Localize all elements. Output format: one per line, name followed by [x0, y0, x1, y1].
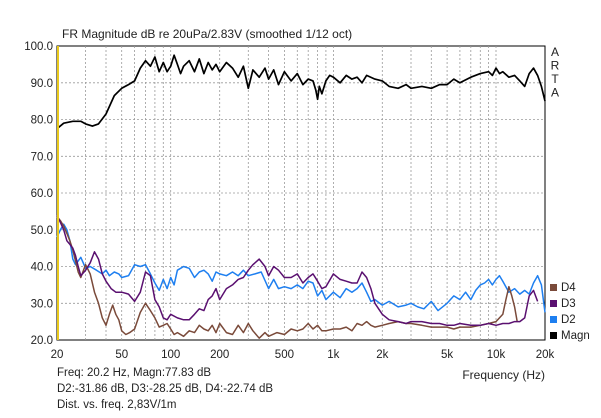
arta-letter: A [551, 86, 559, 100]
series-line-d3 [56, 214, 539, 327]
legend-swatch-d4 [550, 284, 557, 291]
legend-swatch-d2 [550, 316, 557, 323]
series-line-d2 [56, 223, 546, 313]
legend-label-d2: D2 [561, 314, 576, 326]
arta-letter: A [551, 45, 559, 59]
legend: D4 D3 D2 Magn [550, 282, 590, 342]
legend-label-magn: Magn [561, 330, 590, 342]
series-line-d4 [56, 216, 518, 339]
chart-title: FR Magnitude dB re 20uPa/2.83V (smoothed… [62, 27, 352, 41]
measurement-info: Dist. vs. freq. 2,83V/1m [57, 399, 177, 411]
y-tick-label: 20.0 [31, 335, 53, 347]
y-tick-label: 40.0 [31, 262, 53, 274]
x-tick-label: 10k [487, 349, 506, 361]
y-tick-label: 30.0 [31, 298, 53, 310]
x-tick-label: 20 [51, 349, 64, 361]
y-tick-label: 100.0 [24, 41, 53, 53]
axis-ticks: 20.0 30.0 40.0 50.0 60.0 70.0 80.0 90.0 100.0 20 5… [24, 41, 554, 361]
y-tick-label: 60.0 [31, 188, 53, 200]
x-tick-label: 500 [275, 349, 294, 361]
distortion-readout: D2:-31.86 dB, D3:-28.25 dB, D4:-22.74 dB [57, 383, 274, 395]
legend-swatch-magn [550, 332, 557, 339]
legend-label-d3: D3 [561, 298, 576, 310]
x-tick-label: 2k [376, 349, 388, 361]
x-tick-label: 50 [115, 349, 128, 361]
series-lines [56, 54, 546, 339]
legend-swatch-d3 [550, 300, 557, 307]
cursor-line[interactable] [57, 46, 59, 340]
x-tick-label: 100 [161, 349, 180, 361]
y-tick-label: 70.0 [31, 151, 53, 163]
x-tick-label: 1k [327, 349, 339, 361]
x-tick-label: 20k [536, 349, 555, 361]
cursor-readout: Freq: 20.2 Hz, Magn:77.83 dB [57, 367, 212, 379]
legend-label-d4: D4 [561, 282, 576, 294]
y-tick-label: 80.0 [31, 115, 53, 127]
series-line-magn [56, 54, 546, 130]
x-tick-label: 200 [210, 349, 229, 361]
arta-letter: T [551, 72, 559, 86]
x-axis-label: Frequency (Hz) [462, 368, 545, 382]
y-tick-label: 90.0 [31, 78, 53, 90]
x-tick-label: 5k [441, 349, 453, 361]
y-tick-label: 50.0 [31, 225, 53, 237]
arta-letter: R [551, 59, 560, 73]
